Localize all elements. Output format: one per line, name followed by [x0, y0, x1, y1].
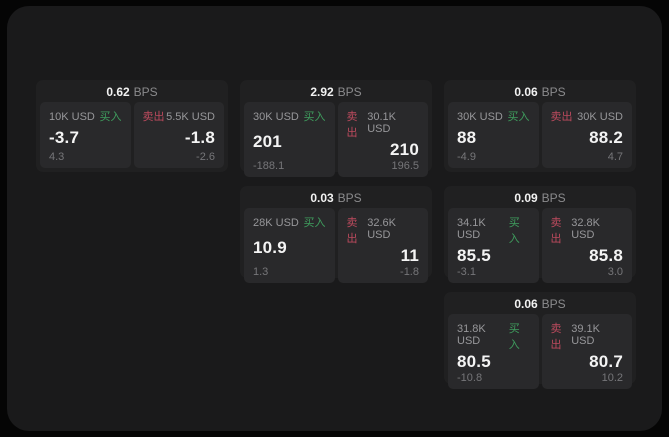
bps-unit-label: BPS: [541, 191, 566, 205]
sell-price: 88.2: [589, 127, 623, 147]
buy-notional: 28K USD: [253, 217, 299, 229]
bid-ask-panels: 30K USD 买入 88 -4.9 卖出 30K USD 88.2 4.7: [448, 102, 632, 168]
buy-notional: 31.8K USD: [457, 323, 486, 347]
quote-card-grid: 0.62 BPS 10K USD 买入 -3.7 4.3 卖出: [36, 80, 636, 389]
buy-delta: -3.1: [457, 266, 476, 278]
spread-value: 0.06: [514, 85, 538, 99]
buy-label: 买入: [303, 111, 326, 123]
sell-label: 卖出: [550, 217, 562, 245]
sell-panel[interactable]: 卖出 39.1K USD 80.7 10.2: [541, 314, 632, 389]
buy-label: 买入: [303, 217, 326, 229]
bps-unit-label: BPS: [337, 85, 362, 99]
bps-unit-label: BPS: [541, 85, 566, 99]
spread-header: 0.62 BPS: [40, 82, 224, 102]
buy-notional: 34.1K USD: [457, 217, 486, 241]
quotes-board: 0.62 BPS 10K USD 买入 -3.7 4.3 卖出: [7, 6, 662, 431]
buy-panel[interactable]: 10K USD 买入 -3.7 4.3: [40, 102, 131, 168]
spread-header: 0.09 BPS: [448, 188, 632, 208]
bid-ask-panels: 31.8K USD 买入 80.5 -10.8 卖出 39.1K USD 80.…: [448, 314, 632, 389]
sell-price: -1.8: [184, 127, 215, 147]
buy-price: -3.7: [49, 127, 80, 147]
spread-value: 0.62: [106, 85, 130, 99]
sell-price: 85.8: [589, 246, 623, 265]
quote-column-2: 2.92 BPS 30K USD 买入 201 -188.1 卖出: [240, 80, 432, 283]
sell-delta: -2.6: [196, 151, 215, 163]
buy-price: 88: [457, 127, 477, 147]
spread-header: 0.06 BPS: [448, 294, 632, 314]
buy-panel[interactable]: 30K USD 买入 88 -4.9: [448, 102, 539, 168]
bid-ask-panels: 30K USD 买入 201 -188.1 卖出 30.1K USD 210 1…: [244, 102, 428, 177]
quote-card: 2.92 BPS 30K USD 买入 201 -188.1 卖出: [240, 80, 432, 177]
sell-delta: 10.2: [601, 372, 623, 384]
spread-value: 0.03: [310, 191, 334, 205]
buy-delta: -10.8: [457, 372, 483, 384]
sell-label: 卖出: [550, 323, 562, 351]
buy-label: 买入: [508, 323, 520, 351]
buy-panel[interactable]: 34.1K USD 买入 85.5 -3.1: [448, 208, 539, 283]
buy-notional: 30K USD: [253, 111, 299, 123]
sell-delta: 3.0: [607, 266, 623, 278]
quote-card: 0.06 BPS 31.8K USD 买入 80.5 -10.8 卖出: [444, 292, 636, 389]
buy-price: 10.9: [253, 238, 287, 257]
sell-panel[interactable]: 卖出 32.8K USD 85.8 3.0: [541, 208, 632, 283]
quote-column-1: 0.62 BPS 10K USD 买入 -3.7 4.3 卖出: [36, 80, 228, 172]
bid-ask-panels: 28K USD 买入 10.9 1.3 卖出 32.6K USD 11 -1.8: [244, 208, 428, 283]
spread-header: 0.06 BPS: [448, 82, 632, 102]
sell-price: 210: [390, 140, 419, 159]
spread-value: 0.09: [514, 191, 538, 205]
sell-notional: 30K USD: [577, 111, 623, 123]
sell-panel[interactable]: 卖出 30.1K USD 210 196.5: [337, 102, 428, 177]
spread-value: 0.06: [514, 297, 538, 311]
sell-label: 卖出: [142, 111, 165, 123]
quote-card: 0.03 BPS 28K USD 买入 10.9 1.3 卖出: [240, 186, 432, 283]
buy-delta: -188.1: [253, 160, 285, 172]
sell-price: 11: [400, 246, 419, 265]
quote-card: 0.62 BPS 10K USD 买入 -3.7 4.3 卖出: [36, 80, 228, 172]
sell-label: 卖出: [346, 217, 358, 245]
quote-column-3: 0.06 BPS 30K USD 买入 88 -4.9 卖出: [444, 80, 636, 389]
sell-delta: 4.7: [607, 151, 623, 163]
buy-price: 80.5: [457, 352, 491, 371]
bps-unit-label: BPS: [541, 297, 566, 311]
sell-notional: 32.8K USD: [571, 217, 600, 241]
spread-header: 0.03 BPS: [244, 188, 428, 208]
buy-price: 201: [253, 132, 282, 151]
bps-unit-label: BPS: [133, 85, 158, 99]
sell-delta: 196.5: [391, 160, 419, 172]
sell-label: 卖出: [346, 111, 358, 139]
buy-panel[interactable]: 28K USD 买入 10.9 1.3: [244, 208, 335, 283]
sell-notional: 39.1K USD: [571, 323, 600, 347]
buy-price: 85.5: [457, 246, 491, 265]
buy-notional: 30K USD: [457, 111, 503, 123]
sell-notional: 32.6K USD: [367, 217, 396, 241]
sell-notional: 30.1K USD: [367, 111, 396, 135]
buy-notional: 10K USD: [49, 111, 95, 123]
buy-delta: 1.3: [253, 266, 269, 278]
sell-delta: -1.8: [400, 266, 419, 278]
sell-panel[interactable]: 卖出 5.5K USD -1.8 -2.6: [133, 102, 224, 168]
buy-panel[interactable]: 31.8K USD 买入 80.5 -10.8: [448, 314, 539, 389]
sell-label: 卖出: [550, 111, 573, 123]
sell-panel[interactable]: 卖出 32.6K USD 11 -1.8: [337, 208, 428, 283]
buy-label: 买入: [99, 111, 122, 123]
spread-value: 2.92: [310, 85, 334, 99]
sell-price: 80.7: [589, 352, 623, 371]
buy-delta: -4.9: [457, 151, 476, 163]
quote-card: 0.09 BPS 34.1K USD 买入 85.5 -3.1 卖出: [444, 186, 636, 283]
bid-ask-panels: 10K USD 买入 -3.7 4.3 卖出 5.5K USD -1.8 -2.…: [40, 102, 224, 168]
bid-ask-panels: 34.1K USD 买入 85.5 -3.1 卖出 32.8K USD 85.8…: [448, 208, 632, 283]
sell-panel[interactable]: 卖出 30K USD 88.2 4.7: [541, 102, 632, 168]
bps-unit-label: BPS: [337, 191, 362, 205]
buy-panel[interactable]: 30K USD 买入 201 -188.1: [244, 102, 335, 177]
quote-card: 0.06 BPS 30K USD 买入 88 -4.9 卖出: [444, 80, 636, 172]
buy-label: 买入: [508, 217, 520, 245]
spread-header: 2.92 BPS: [244, 82, 428, 102]
buy-label: 买入: [507, 111, 530, 123]
buy-delta: 4.3: [49, 151, 65, 163]
sell-notional: 5.5K USD: [166, 111, 215, 123]
